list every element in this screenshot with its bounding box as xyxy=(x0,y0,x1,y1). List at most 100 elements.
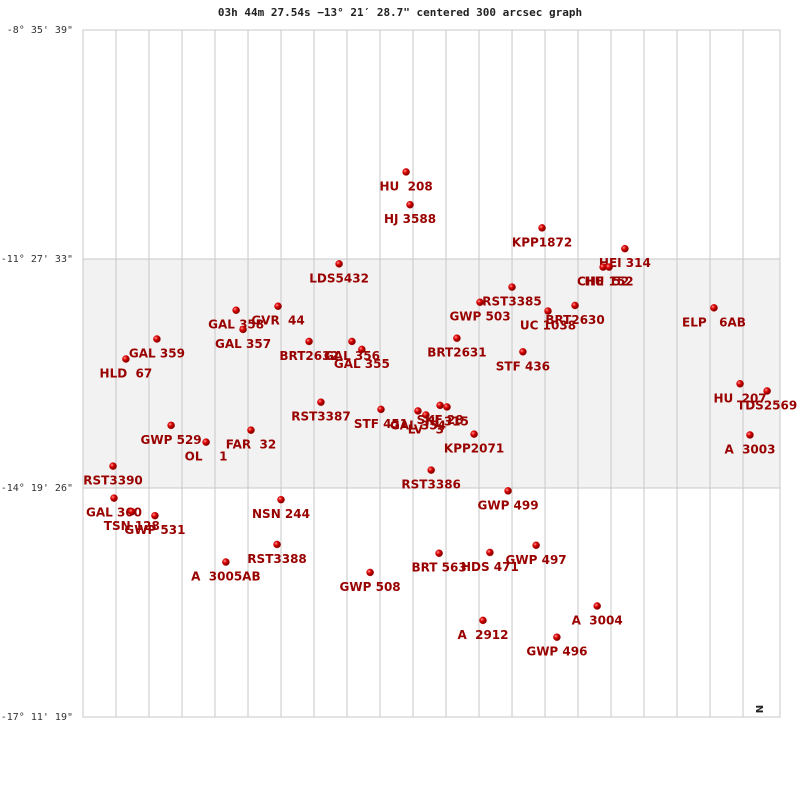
star xyxy=(406,200,414,209)
star-label: GWP 508 xyxy=(340,580,401,594)
star xyxy=(151,511,159,520)
star-label: NSN 244 xyxy=(252,507,310,521)
star xyxy=(519,348,527,356)
star-label: HJ 3588 xyxy=(384,212,436,226)
star xyxy=(167,421,175,430)
star xyxy=(763,387,771,395)
star xyxy=(427,466,435,474)
star-label: GWP 529 xyxy=(141,433,202,447)
star-label: HU 152 xyxy=(585,275,634,289)
star xyxy=(277,495,285,504)
star-label: GWP 497 xyxy=(506,553,567,567)
star xyxy=(621,244,629,253)
y-tick-label: -8° 35' 39" xyxy=(7,25,73,36)
star xyxy=(348,337,356,346)
star xyxy=(710,304,718,312)
star-label: FAR 32 xyxy=(226,438,276,452)
star-label: CHE 52 xyxy=(577,275,629,289)
star xyxy=(366,568,374,577)
star-label: ELP 6AB xyxy=(682,315,746,329)
star xyxy=(335,260,343,268)
star-label: LDS5432 xyxy=(309,271,369,285)
star xyxy=(736,380,744,388)
star-label: GAL 356 xyxy=(324,349,380,363)
star-label: LV 3 xyxy=(408,422,444,436)
y-tick-label: -11° 27' 33" xyxy=(1,254,73,265)
star-label: BRT2630 xyxy=(545,313,604,327)
star-label: RST3385 xyxy=(482,295,541,309)
star-label: GAL 354 xyxy=(390,418,446,432)
star xyxy=(153,335,161,343)
star xyxy=(422,411,430,419)
star xyxy=(109,462,117,470)
star-label: A 3005AB xyxy=(191,570,260,584)
star xyxy=(377,405,385,414)
star-label: HU 207 xyxy=(713,391,766,405)
star-label: RST3390 xyxy=(83,474,142,488)
star xyxy=(476,298,484,306)
star xyxy=(358,345,366,354)
star-label: HU 208 xyxy=(379,179,432,193)
star xyxy=(479,616,487,625)
star xyxy=(538,224,546,232)
star-label: GAL 355 xyxy=(334,357,390,371)
star-label: TSN 128 xyxy=(104,519,160,533)
star-label: A 3004 xyxy=(572,614,623,628)
star-label: RST3386 xyxy=(401,478,460,492)
star xyxy=(571,301,579,310)
star xyxy=(305,337,313,346)
star-label: GAL 360 xyxy=(86,506,142,520)
plot-frame xyxy=(82,29,781,718)
star xyxy=(453,334,461,342)
star-label: GVR 44 xyxy=(251,314,304,328)
star-label: HLD 67 xyxy=(100,366,153,380)
star-label: BRT2632 xyxy=(279,349,338,363)
star-label: RST3388 xyxy=(247,552,306,566)
star-label: UC 1038 xyxy=(520,319,576,333)
y-tick-label: -14° 19' 26" xyxy=(1,483,73,494)
star-label: TDS2569 xyxy=(737,398,797,412)
star xyxy=(317,398,325,406)
star-label: GAL 358 xyxy=(208,318,264,332)
star xyxy=(470,430,478,438)
star-label: GWP 499 xyxy=(478,498,539,512)
chart-title: 03h 44m 27.54s −13° 21′ 28.7" centered 3… xyxy=(218,6,582,19)
star xyxy=(247,426,255,434)
star-label: GWP 496 xyxy=(526,645,587,659)
star xyxy=(414,407,422,415)
star xyxy=(239,325,247,334)
star xyxy=(232,306,240,314)
star xyxy=(544,307,552,315)
star xyxy=(436,401,444,410)
star-label: STF 436 xyxy=(496,359,550,373)
star xyxy=(508,283,516,291)
star xyxy=(443,403,451,411)
star-label: GWP 531 xyxy=(124,523,185,537)
star xyxy=(746,431,754,439)
star xyxy=(122,355,130,363)
star xyxy=(202,438,210,446)
star xyxy=(274,302,282,310)
y-tick-label: -17° 11' 19" xyxy=(1,712,73,723)
star xyxy=(504,487,512,495)
star-label: GWP 503 xyxy=(449,310,510,324)
star-label: KPP2071 xyxy=(444,442,504,456)
star-label: KPP1872 xyxy=(512,235,572,249)
star-label: OL 1 xyxy=(185,450,228,464)
star xyxy=(605,263,613,271)
star-label: HDS 471 xyxy=(461,560,519,574)
star xyxy=(128,507,136,516)
star xyxy=(222,558,230,566)
star-label: STF 451 xyxy=(354,417,408,431)
star-label: HJ 315 xyxy=(425,414,469,428)
star-label: A 2912 xyxy=(457,628,508,642)
shaded-band xyxy=(83,259,780,489)
star-label: GAL 359 xyxy=(129,347,185,361)
star xyxy=(273,540,281,549)
star xyxy=(435,549,443,557)
star-label: BRT 563 xyxy=(411,561,466,575)
star xyxy=(486,548,494,557)
star-label: SKF 28 xyxy=(417,413,464,427)
star-label: BRT2631 xyxy=(427,346,486,360)
